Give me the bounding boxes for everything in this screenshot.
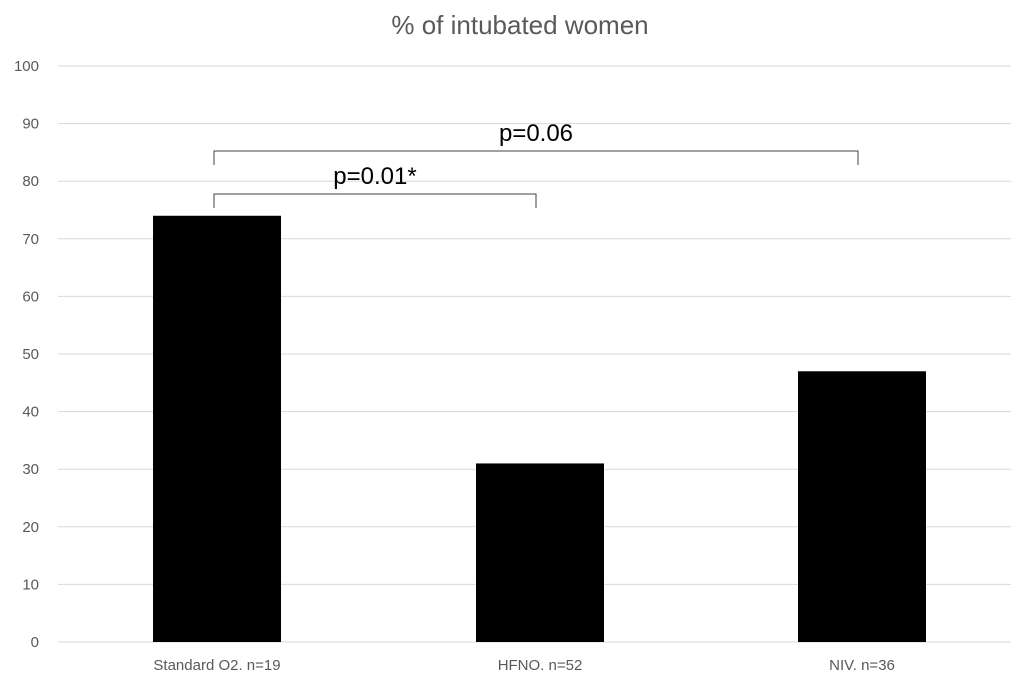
y-tick-label: 70 xyxy=(22,231,39,248)
y-tick-label: 10 xyxy=(22,576,39,593)
y-tick-label: 50 xyxy=(22,346,39,363)
chart-title: % of intubated women xyxy=(391,10,648,40)
y-tick-label: 80 xyxy=(22,173,39,190)
x-category-label: NIV. n=36 xyxy=(829,657,895,674)
significance-bracket xyxy=(213,193,537,208)
bars xyxy=(153,215,926,642)
bar xyxy=(476,463,604,642)
p-value-label: p=0.06 xyxy=(499,120,573,147)
y-tick-label: 20 xyxy=(22,519,39,536)
y-tick-label: 60 xyxy=(22,288,39,305)
x-category-label: Standard O2. n=19 xyxy=(153,657,280,674)
x-category-label: HFNO. n=52 xyxy=(498,657,583,674)
significance-annotations: p=0.01* p=0.06 xyxy=(213,120,859,208)
y-axis-tick-labels: 0 10 20 30 40 50 60 70 80 90 100 xyxy=(14,58,39,651)
y-tick-label: 100 xyxy=(14,58,39,75)
p-value-label: p=0.01* xyxy=(333,163,416,190)
y-tick-label: 90 xyxy=(22,116,39,133)
y-tick-label: 40 xyxy=(22,404,39,421)
x-axis-category-labels: Standard O2. n=19 HFNO. n=52 NIV. n=36 xyxy=(153,657,894,674)
bar xyxy=(153,215,281,642)
y-tick-label: 30 xyxy=(22,461,39,478)
bar xyxy=(798,371,926,642)
y-tick-label: 0 xyxy=(31,634,39,651)
significance-bracket xyxy=(213,150,859,165)
